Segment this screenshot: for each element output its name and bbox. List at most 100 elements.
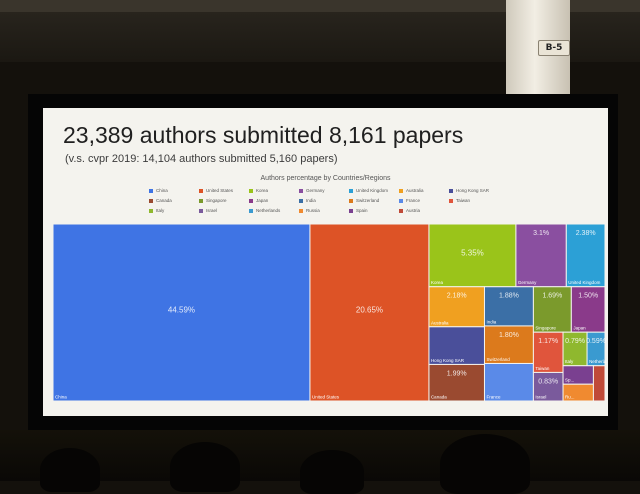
legend-swatch — [199, 188, 203, 193]
treemap-label-hong-kong-sar: Hong Kong SAR — [431, 358, 465, 363]
treemap-label-france: France — [486, 395, 501, 400]
treemap-cell-australia: 2.18% Australia — [428, 286, 485, 328]
slide-headline: 23,389 authors submitted 8,161 papers — [63, 122, 464, 148]
legend-swatch — [149, 198, 153, 203]
audience-head — [170, 442, 240, 492]
treemap-label-korea: Korea — [431, 280, 444, 285]
treemap-label-china: China — [55, 395, 67, 400]
audience-silhouettes — [0, 430, 640, 494]
treemap-label-israel: Israel — [535, 395, 546, 400]
treemap-cell-netherlands: 0.59% Netherla... — [586, 331, 608, 367]
chart-legend: China United States Korea Germany United Kin… — [149, 188, 509, 220]
legend-swatch — [199, 208, 203, 213]
legend-swatch — [299, 208, 303, 213]
legend-item-australia: Australia — [399, 188, 424, 193]
treemap-label-italy: Italy — [565, 359, 574, 364]
treemap-cell-korea: 5.35% Korea — [428, 223, 517, 288]
legend-swatch — [149, 188, 153, 193]
legend-swatch — [399, 208, 403, 213]
chart-title: Authors percentage by Countries/Regions — [260, 175, 391, 182]
legend-swatch — [149, 208, 153, 213]
legend-label: Switzerland — [356, 198, 380, 203]
treemap-value-korea: 5.35% — [461, 248, 484, 257]
legend-item-israel: Israel — [199, 208, 217, 213]
treemap-cell-switzerland: 1.80% Switzerland — [483, 325, 534, 364]
treemap-value-switzerland: 1.80% — [499, 332, 519, 339]
legend-label: Singapore — [206, 198, 227, 203]
legend-swatch — [349, 188, 353, 193]
treemap-label-switzerland: Switzerland — [486, 357, 510, 362]
legend-item-singapore: Singapore — [199, 198, 227, 203]
legend-item-germany: Germany — [299, 188, 325, 193]
legend-label: Germany — [306, 188, 325, 193]
treemap-value-united-kingdom: 2.38% — [576, 230, 596, 237]
treemap-label-india: India — [486, 319, 496, 324]
treemap-label-canada: Canada — [431, 395, 447, 400]
legend-swatch — [449, 188, 453, 193]
treemap-rect-japan — [570, 286, 606, 333]
legend-label: Australia — [406, 188, 424, 193]
legend-item-hong-kong-sar: Hong Kong SAR — [449, 188, 489, 193]
legend-item-austria: Austria — [399, 208, 420, 213]
legend-item-united-states: United States — [199, 188, 233, 193]
legend-item-switzerland: Switzerland — [349, 198, 379, 203]
legend-swatch — [449, 198, 453, 203]
treemap-label-australia: Australia — [431, 320, 449, 325]
treemap-label-united-states: United States — [312, 395, 340, 400]
legend-item-japan: Japan — [249, 198, 268, 203]
treemap-label-taiwan: Taiwan — [535, 366, 550, 371]
treemap-label-russia: Ru... — [565, 395, 575, 400]
treemap-cell-france: France — [483, 362, 534, 402]
treemap-value-italy: 0.79% — [565, 338, 585, 345]
treemap-label-japan: Japan — [573, 326, 586, 331]
treemap-label-spain: Sp... — [565, 378, 574, 383]
treemap-rect-india — [483, 286, 534, 327]
legend-label: Taiwan — [456, 198, 471, 203]
legend-item-france: France — [399, 198, 420, 203]
legend-item-canada: Canada — [149, 198, 172, 203]
treemap-cell-singapore: 1.69% Singapore — [532, 286, 572, 333]
treemap-rect-korea — [428, 223, 517, 288]
slide-subline: (v.s. cvpr 2019: 14,104 authors submitte… — [65, 153, 338, 165]
legend-swatch — [199, 198, 203, 203]
legend-label: Korea — [256, 188, 269, 193]
treemap-cell-germany: 3.1% Germany — [515, 223, 567, 288]
legend-swatch — [249, 198, 253, 203]
legend-label: United States — [206, 188, 234, 193]
treemap-rect-australia — [428, 286, 485, 328]
legend-item-russia: Russia — [299, 208, 320, 213]
treemap-cell-hong-kong-sar: Hong Kong SAR — [428, 326, 485, 365]
audience-head — [440, 434, 530, 494]
treemap-rect-germany — [515, 223, 567, 288]
legend-swatch — [299, 188, 303, 193]
legend-label: Italy — [156, 208, 165, 213]
treemap-rect-israel — [532, 371, 564, 402]
legend-swatch — [299, 198, 303, 203]
legend-label: Israel — [206, 208, 218, 213]
legend-item-united-kingdom: United Kingdom — [349, 188, 388, 193]
legend-item-taiwan: Taiwan — [449, 198, 470, 203]
treemap-chart: 44.59% China 20.65% United States 5.35% Korea… — [52, 223, 608, 402]
legend-item-india: India — [299, 198, 316, 203]
treemap-cell-japan: 1.50% Japan — [570, 286, 606, 333]
treemap-cell-spain: Sp... — [562, 365, 594, 385]
slide: 23,389 authors submitted 8,161 papers (v… — [43, 108, 608, 416]
treemap-value-japan: 1.50% — [578, 293, 598, 300]
treemap-cell-israel: 0.83% Israel — [532, 371, 564, 402]
legend-item-netherlands: Netherlands — [249, 208, 280, 213]
legend-swatch — [349, 198, 353, 203]
treemap-cell-taiwan: 1.17% Taiwan — [532, 331, 564, 373]
audience-head — [300, 450, 364, 494]
treemap-cell-united-kingdom: 2.38% United Kingdom — [565, 223, 606, 288]
treemap-value-taiwan: 1.17% — [538, 338, 558, 345]
legend-label: Netherlands — [256, 208, 281, 213]
pillar-sign: B-5 — [538, 40, 570, 56]
treemap-rect-switzerland — [483, 325, 534, 364]
legend-item-spain: Spain — [349, 208, 368, 213]
legend-label: Canada — [156, 198, 172, 203]
treemap-value-netherlands: 0.59% — [586, 338, 606, 345]
treemap-label-netherlands: Netherla... — [589, 359, 608, 364]
treemap-rect-canada — [428, 363, 485, 402]
treemap-cell-united-states: 20.65% United States — [309, 223, 430, 402]
treemap-rect-austria — [592, 365, 606, 402]
